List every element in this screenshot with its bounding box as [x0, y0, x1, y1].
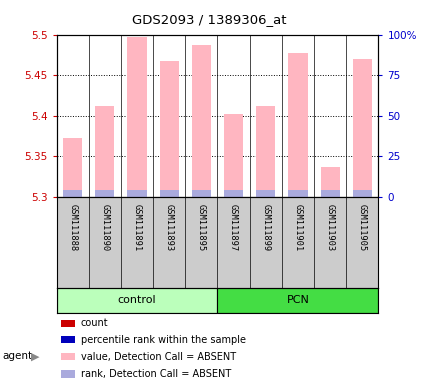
Text: GSM111905: GSM111905: [357, 204, 366, 252]
Text: rank, Detection Call = ABSENT: rank, Detection Call = ABSENT: [81, 369, 230, 379]
Bar: [127, 190, 146, 197]
Bar: [56, 288, 217, 313]
Bar: [256, 190, 275, 197]
Bar: [352, 59, 371, 197]
Bar: [320, 167, 339, 197]
Bar: [63, 139, 82, 197]
Bar: [191, 45, 210, 197]
Bar: [61, 336, 75, 343]
Bar: [159, 190, 178, 197]
Bar: [320, 190, 339, 197]
Bar: [288, 190, 307, 197]
Text: agent: agent: [2, 351, 32, 361]
Text: GSM111899: GSM111899: [261, 204, 270, 252]
Bar: [61, 353, 75, 361]
Bar: [95, 190, 114, 197]
Text: GDS2093 / 1389306_at: GDS2093 / 1389306_at: [131, 13, 286, 26]
Bar: [61, 320, 75, 327]
Text: ▶: ▶: [31, 351, 40, 361]
Text: GSM111901: GSM111901: [293, 204, 302, 252]
Text: GSM111895: GSM111895: [197, 204, 205, 252]
Text: percentile rank within the sample: percentile rank within the sample: [81, 335, 245, 345]
Text: GSM111893: GSM111893: [164, 204, 173, 252]
Text: GSM111903: GSM111903: [325, 204, 334, 252]
Bar: [224, 190, 243, 197]
Bar: [127, 37, 146, 197]
Bar: [256, 106, 275, 197]
Text: GSM111891: GSM111891: [132, 204, 141, 252]
Bar: [217, 288, 378, 313]
Bar: [61, 371, 75, 377]
Bar: [288, 53, 307, 197]
Bar: [63, 190, 82, 197]
Text: value, Detection Call = ABSENT: value, Detection Call = ABSENT: [81, 352, 235, 362]
Bar: [95, 106, 114, 197]
Text: PCN: PCN: [286, 295, 309, 305]
Text: control: control: [118, 295, 156, 305]
Text: GSM111897: GSM111897: [229, 204, 237, 252]
Bar: [352, 190, 371, 197]
Text: GSM111888: GSM111888: [68, 204, 77, 252]
Bar: [159, 61, 178, 197]
Text: GSM111890: GSM111890: [100, 204, 109, 252]
Bar: [191, 190, 210, 197]
Bar: [224, 114, 243, 197]
Text: count: count: [81, 318, 108, 328]
